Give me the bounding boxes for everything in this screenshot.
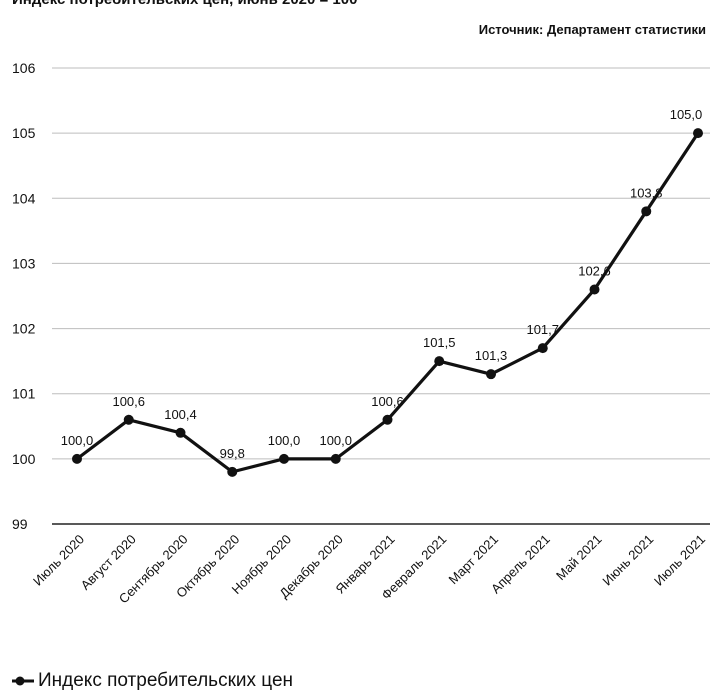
chart-legend: Индекс потребительских цен [12, 670, 293, 692]
chart-title: Индекс потребительских цен, июнь 2020 = … [12, 0, 357, 8]
data-point [227, 466, 238, 477]
data-point [693, 128, 703, 139]
data-label: 101,5 [423, 335, 456, 350]
data-point [641, 206, 652, 217]
chart-source: Источник: Департамент статистики [478, 22, 706, 37]
data-label: 100,4 [164, 407, 197, 422]
x-tick-label: Июнь 2021 [599, 532, 656, 589]
data-label: 102,6 [578, 263, 611, 278]
x-tick-label: Июль 2021 [651, 532, 708, 589]
y-tick-label: 101 [12, 386, 36, 402]
y-tick-label: 103 [12, 255, 36, 271]
data-point [382, 414, 393, 425]
y-tick-label: 105 [12, 125, 36, 141]
y-tick-label: 100 [12, 451, 36, 467]
data-point [589, 284, 600, 295]
y-tick-label: 106 [12, 60, 36, 76]
legend-line-marker-icon [12, 676, 34, 686]
data-label: 103,8 [630, 185, 663, 200]
data-point [434, 356, 445, 367]
data-point [486, 369, 496, 380]
data-label: 100,0 [319, 433, 352, 448]
data-label: 100,6 [371, 394, 404, 409]
y-tick-label: 99 [12, 516, 28, 532]
data-point [537, 343, 548, 354]
data-point [123, 414, 134, 425]
y-tick-label: 104 [12, 190, 36, 206]
x-tick-label: Май 2021 [553, 532, 605, 584]
y-tick-label: 102 [12, 321, 36, 337]
data-label: 99,8 [220, 446, 245, 461]
data-label: 100,0 [61, 433, 94, 448]
data-point [330, 453, 341, 464]
data-point [175, 427, 186, 438]
data-label: 105,0 [670, 107, 703, 122]
data-label: 100,0 [268, 433, 301, 448]
data-point [72, 453, 82, 464]
x-tick-label: Март 2021 [446, 532, 502, 588]
data-label: 101,7 [526, 322, 559, 337]
data-point [279, 453, 289, 464]
legend-label: Индекс потребительских цен [38, 670, 294, 691]
data-label: 100,6 [112, 394, 145, 409]
data-label: 101,3 [475, 348, 508, 363]
